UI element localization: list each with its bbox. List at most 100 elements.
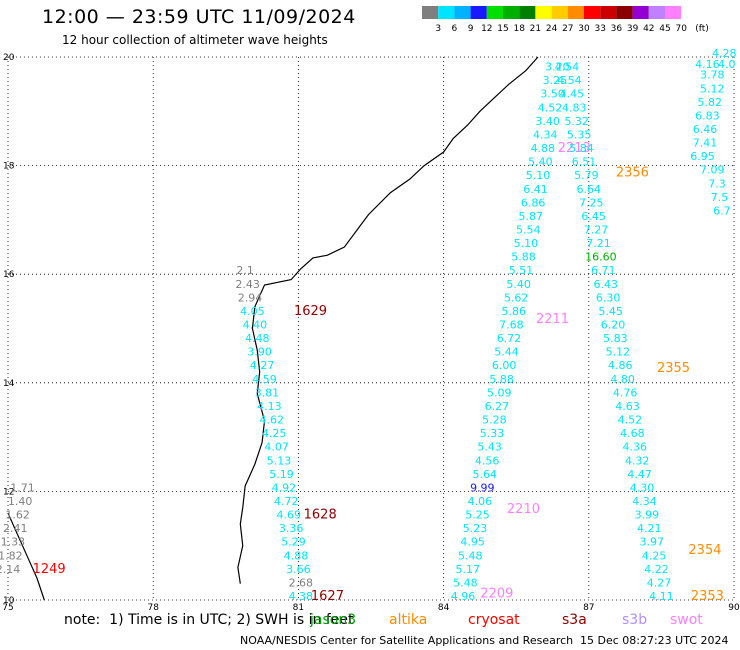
swh-value: 6.95 (690, 150, 715, 163)
swh-value: 5.35 (567, 128, 592, 141)
swh-value: 4.83 (562, 101, 587, 114)
legend-swatch-18 (503, 6, 520, 19)
generation-timestamp: 15 Dec 08:27:23 UTC 2024 (580, 634, 729, 647)
track-1628: 4.724.925.195.134.074.254.624.133.814.59… (240, 305, 337, 523)
lon-tick-label: 81 (293, 603, 304, 612)
swh-value: 7.09 (700, 164, 725, 177)
track-edge: 4.284.164.03.785.125.826.836.467.416.957… (690, 47, 736, 217)
lon-tick-label: 84 (438, 603, 450, 612)
color-legend: 3 6 9 12 15 18 21 24 27 30 33 36 39 42 45 70 (ft) (422, 6, 709, 34)
swh-value: 6.00 (492, 359, 517, 372)
legend-label-39: 39 (627, 24, 639, 34)
swh-value: 4.96 (451, 590, 476, 603)
satellite-cryosat: cryosat (468, 612, 520, 628)
track-1627: 4.382.683.664.885.293.364.69 1627 (276, 509, 344, 604)
track-2210: 5.254.069.995.644.565.435.335.286.275.09… (465, 319, 540, 522)
swh-value: 4.54 (557, 74, 582, 87)
footer-note: note: 1) Time is in UTC; 2) SWH is in fe… (64, 612, 354, 628)
legend-label-15: 15 (497, 24, 508, 34)
legend-swatch-70 (665, 6, 682, 19)
swh-value: 7.3 (708, 177, 726, 190)
satellite-altika: altika (389, 612, 428, 628)
swh-value: 5.09 (487, 386, 512, 399)
swh-value: 4.56 (475, 454, 500, 467)
legend-swatch-33 (584, 6, 601, 19)
swh-value: 1.62 (5, 509, 30, 522)
swh-value: 5.40 (528, 156, 553, 169)
legend-swatch-9 (454, 6, 471, 19)
lat-tick-label: 10 (3, 596, 15, 606)
swh-value: 4.11 (649, 590, 674, 603)
swh-value: 1.33 (1, 536, 26, 549)
swh-value: 5.83 (603, 332, 628, 345)
swh-value: 6.51 (572, 156, 597, 169)
swh-value: 5.10 (514, 237, 539, 250)
swh-value: 4.13 (257, 400, 282, 413)
legend-swatch-36 (600, 6, 617, 19)
swh-value: 5.29 (281, 536, 306, 549)
track-2355: 5.125.836.205.456.306.436.7116.607.217.2… (572, 156, 690, 376)
swh-value: 6.72 (497, 332, 522, 345)
swh-value: 5.48 (458, 549, 483, 562)
legend-swatch-3 (422, 6, 439, 19)
swh-value: 3.36 (279, 522, 304, 535)
swh-value: 4.32 (625, 454, 650, 467)
swh-value: 4.63 (615, 400, 640, 413)
legend-label-12: 12 (481, 24, 492, 34)
swh-value: 2.1 (236, 264, 254, 277)
swh-value: 4.34 (533, 128, 558, 141)
swh-value: 7.41 (693, 137, 718, 150)
legend-swatch-39 (616, 6, 633, 19)
pass-time-label: 2213 (558, 141, 591, 156)
swh-value: 2.14 (0, 563, 20, 576)
legend-label-33: 33 (594, 24, 605, 34)
swh-value: 4.0 (718, 58, 736, 71)
swh-value: 2.41 (3, 522, 28, 535)
pass-time-label: 2356 (616, 165, 649, 180)
legend-label-3: 3 (435, 24, 441, 34)
swh-value: 4.68 (620, 427, 645, 440)
swh-value: 3.99 (635, 509, 660, 522)
track-2353: 4.114.274.224.25 2353 (642, 549, 724, 604)
swh-value: 4.38 (289, 590, 314, 603)
swh-value: 4.40 (243, 319, 268, 332)
swh-value: 4.54 (555, 61, 580, 74)
pass-time-label: 1629 (294, 304, 327, 319)
lat-tick-label: 18 (3, 162, 15, 172)
swh-value: 5.17 (456, 563, 481, 576)
swh-value: 3.90 (247, 346, 272, 359)
swh-value: 4.92 (272, 481, 297, 494)
pass-time-label: 1628 (304, 508, 337, 523)
lon-tick-label: 87 (583, 603, 594, 612)
swh-value: 1.40 (8, 495, 33, 508)
lat-tick-label: 12 (3, 487, 14, 497)
legend-label-9: 9 (468, 24, 474, 34)
satellite-jason3: jason3 (310, 612, 357, 628)
swh-value: 5.40 (506, 278, 531, 291)
swh-value: 5.28 (482, 414, 507, 427)
swh-value: 5.84 (569, 142, 594, 155)
graticule (7, 56, 735, 601)
swh-value: 4.95 (460, 536, 485, 549)
legend-unit: (ft) (695, 24, 709, 34)
swh-value: 4.30 (630, 481, 655, 494)
legend-label-6: 6 (452, 24, 458, 34)
lat-tick-label: 16 (3, 270, 15, 280)
swh-value: 5.33 (480, 427, 505, 440)
swh-value: 7.21 (586, 237, 611, 250)
swh-value: 5.82 (698, 96, 723, 109)
swh-value: 5.51 (509, 264, 534, 277)
swh-value: 5.88 (489, 373, 514, 386)
swh-value: 4.05 (240, 305, 265, 318)
swh-value: 3.40 (535, 115, 560, 128)
swh-value: 5.45 (598, 305, 623, 318)
swh-value: 4.69 (276, 509, 301, 522)
swh-value: 5.44 (494, 346, 519, 359)
lat-tick-label: 20 (3, 53, 15, 63)
legend-swatch-42 (632, 6, 649, 19)
swh-value: 4.34 (632, 495, 657, 508)
swh-value: 4.88 (531, 142, 556, 155)
track-2213: 4.884.343.404.523.503.253.20 2213 (531, 61, 591, 156)
swh-value: 5.86 (502, 305, 527, 318)
swh-value: 4.22 (644, 563, 669, 576)
